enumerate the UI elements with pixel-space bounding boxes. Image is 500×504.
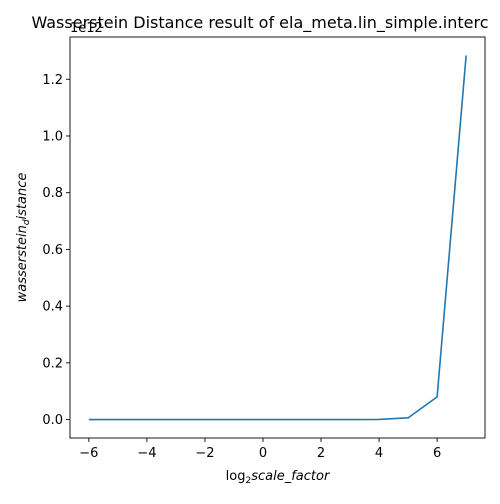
y-tick-label: 0.4 (42, 300, 63, 315)
x-tick-label: −6 (79, 446, 98, 461)
y-tick-label: 1.0 (42, 129, 63, 144)
y-axis-label: wassersteindistance (15, 173, 32, 303)
chart-title: Wasserstein Distance result of ela_meta.… (31, 13, 488, 33)
x-axis-label: log2scale_factor (226, 469, 331, 486)
x-tick-label: 4 (375, 446, 383, 461)
x-tick-label: 6 (433, 446, 441, 461)
y-tick-label: 1.2 (42, 73, 63, 88)
y-tick-label: 0.0 (42, 413, 63, 428)
x-tick-label: 0 (259, 446, 267, 461)
y-tick-label: 0.6 (42, 243, 63, 258)
plot-area: −6 −4 −2 0 2 4 6 0.0 0.2 0.4 0.6 0.8 1.0 1.2 1e12 log2s… (15, 21, 486, 486)
series-line-0 (88, 55, 467, 421)
y-tick-label: 0.2 (42, 356, 63, 371)
y-tick-label: 0.8 (42, 186, 63, 201)
axes-frame (69, 36, 486, 439)
x-tick-label: −2 (195, 446, 214, 461)
y-offset-text: 1e12 (70, 21, 103, 36)
x-tick-label: −4 (137, 446, 156, 461)
x-tick-label: 2 (317, 446, 325, 461)
